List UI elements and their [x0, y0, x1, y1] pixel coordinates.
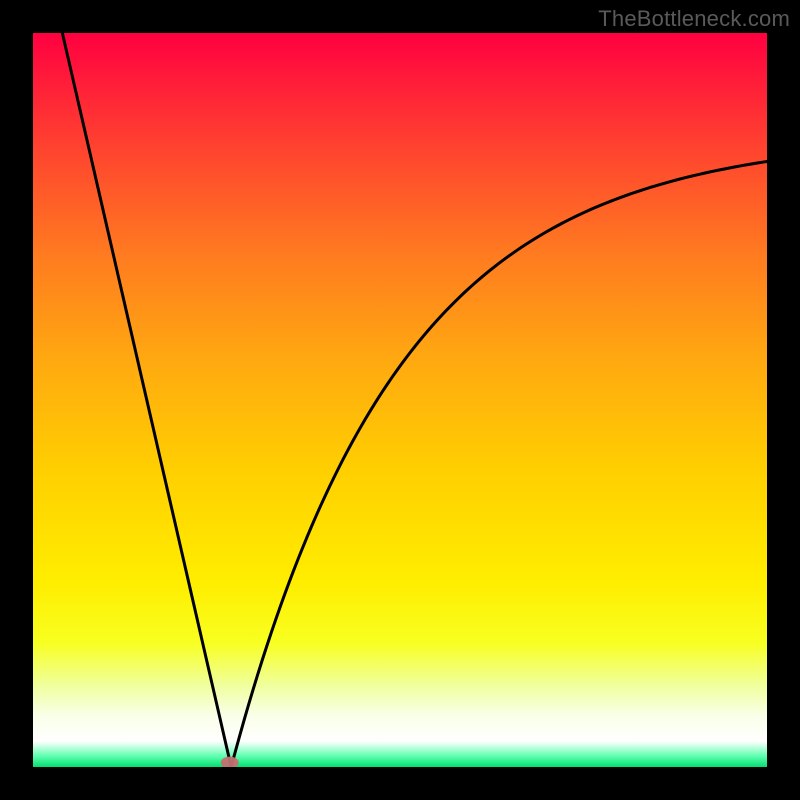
- watermark-label: TheBottleneck.com: [598, 6, 790, 32]
- bottleneck-chart: [33, 33, 767, 767]
- gradient-background: [33, 33, 767, 767]
